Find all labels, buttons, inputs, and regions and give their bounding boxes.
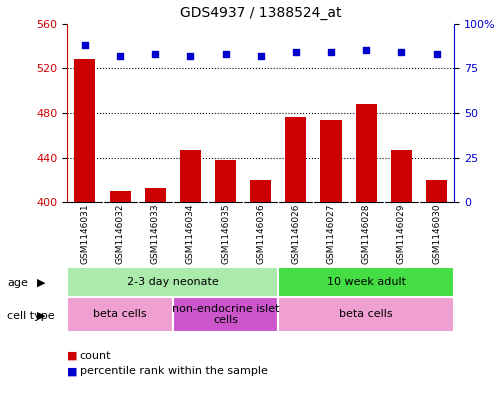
Text: GSM1146036: GSM1146036: [256, 203, 265, 264]
Point: [116, 53, 124, 59]
Bar: [180, 150, 201, 202]
Text: cell type: cell type: [7, 310, 55, 321]
Bar: [67, 267, 278, 297]
Bar: [173, 297, 278, 332]
Text: GSM1146030: GSM1146030: [432, 203, 441, 264]
Bar: [285, 118, 306, 202]
Point: [222, 51, 230, 57]
Bar: [278, 267, 454, 297]
Text: beta cells: beta cells: [93, 309, 147, 320]
Point: [187, 53, 195, 59]
Point: [433, 51, 441, 57]
Bar: [74, 59, 95, 202]
Point: [327, 49, 335, 55]
Text: beta cells: beta cells: [339, 309, 393, 320]
Bar: [67, 297, 173, 332]
Text: count: count: [80, 351, 111, 361]
Text: ■: ■: [67, 366, 78, 376]
Text: GSM1146035: GSM1146035: [221, 203, 230, 264]
Bar: [215, 160, 236, 202]
Point: [151, 51, 159, 57]
Bar: [356, 104, 377, 202]
Text: GSM1146032: GSM1146032: [116, 203, 125, 264]
Text: ▶: ▶: [37, 310, 46, 321]
Point: [256, 53, 264, 59]
Bar: [110, 191, 131, 202]
Text: 2-3 day neonate: 2-3 day neonate: [127, 277, 219, 287]
Text: 10 week adult: 10 week adult: [327, 277, 406, 287]
Point: [397, 49, 405, 55]
Text: GSM1146034: GSM1146034: [186, 203, 195, 264]
Bar: [320, 120, 342, 202]
Text: age: age: [7, 278, 28, 288]
Title: GDS4937 / 1388524_at: GDS4937 / 1388524_at: [180, 6, 341, 20]
Text: GSM1146026: GSM1146026: [291, 203, 300, 264]
Text: GSM1146031: GSM1146031: [80, 203, 89, 264]
Text: GSM1146033: GSM1146033: [151, 203, 160, 264]
Text: GSM1146027: GSM1146027: [326, 203, 335, 264]
Bar: [145, 188, 166, 202]
Point: [81, 42, 89, 48]
Bar: [278, 297, 454, 332]
Point: [362, 47, 370, 53]
Text: percentile rank within the sample: percentile rank within the sample: [80, 366, 268, 376]
Text: GSM1146029: GSM1146029: [397, 203, 406, 264]
Text: ▶: ▶: [37, 278, 46, 288]
Point: [292, 49, 300, 55]
Text: GSM1146028: GSM1146028: [362, 203, 371, 264]
Bar: [391, 150, 412, 202]
Text: non-endocrine islet
cells: non-endocrine islet cells: [172, 304, 279, 325]
Bar: [250, 180, 271, 202]
Bar: [426, 180, 447, 202]
Text: ■: ■: [67, 351, 78, 361]
